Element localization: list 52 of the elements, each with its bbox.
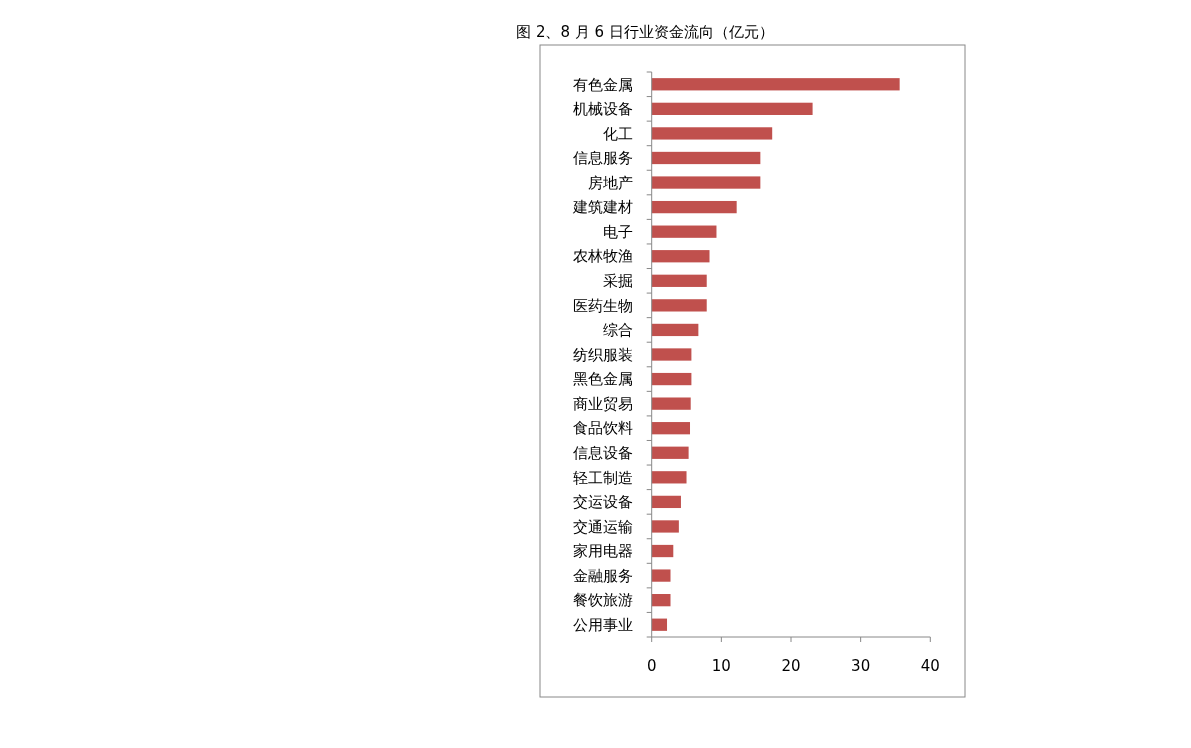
y-tick-label: 公用事业: [573, 615, 633, 634]
y-tick-label: 农林牧渔: [573, 247, 633, 266]
y-tick-label: 纺织服装: [573, 345, 633, 364]
y-tick-label: 电子: [603, 222, 633, 241]
y-tick-label: 综合: [603, 321, 633, 340]
bar: [651, 225, 717, 238]
y-tick-label: 商业贸易: [573, 394, 633, 413]
bar: [651, 520, 679, 533]
bar: [651, 176, 761, 189]
y-tick-label: 信息服务: [573, 149, 633, 168]
y-tick-label: 黑色金属: [573, 370, 633, 389]
y-tick-label: 交运设备: [573, 493, 633, 512]
bar: [651, 78, 900, 91]
bar: [651, 348, 692, 361]
bar: [651, 544, 674, 558]
x-tick-label: 10: [711, 657, 731, 675]
bar: [651, 446, 689, 459]
bar: [651, 102, 813, 115]
bar: [651, 397, 691, 410]
y-tick-label: 机械设备: [573, 100, 633, 119]
bar: [651, 495, 681, 509]
bar: [651, 151, 761, 165]
x-tick-label: 20: [781, 657, 801, 675]
x-tick-label: 30: [851, 657, 871, 675]
bar: [651, 594, 671, 607]
y-tick-label: 金融服务: [573, 566, 633, 585]
bar: [651, 323, 699, 337]
y-tick-label: 采掘: [603, 272, 633, 291]
y-tick-label: 食品饮料: [573, 419, 633, 438]
bar: [651, 299, 707, 312]
bar: [651, 569, 671, 582]
bar: [651, 200, 737, 214]
bar: [651, 250, 710, 263]
x-tick-label: 0: [646, 657, 657, 675]
x-tick-label: 40: [920, 657, 940, 675]
y-tick-label: 轻工制造: [573, 468, 633, 487]
bar: [651, 422, 691, 435]
y-tick-label: 医药生物: [573, 296, 633, 315]
y-tick-label: 有色金属: [573, 75, 633, 94]
chart-title: 图 2、8 月 6 日行业资金流向（亿元）: [516, 23, 774, 41]
y-tick-label: 交通运输: [573, 517, 633, 536]
y-tick-label: 信息设备: [573, 444, 633, 463]
y-tick-label: 家用电器: [573, 542, 633, 561]
y-tick-label: 化工: [603, 124, 633, 143]
y-tick-label: 房地产: [588, 173, 633, 192]
bar: [651, 127, 773, 140]
y-tick-label: 餐饮旅游: [573, 591, 633, 610]
bar: [651, 618, 668, 631]
bar: [651, 372, 692, 386]
bar: [651, 471, 687, 484]
y-tick-label: 建筑建材: [572, 198, 633, 217]
bar: [651, 274, 707, 287]
